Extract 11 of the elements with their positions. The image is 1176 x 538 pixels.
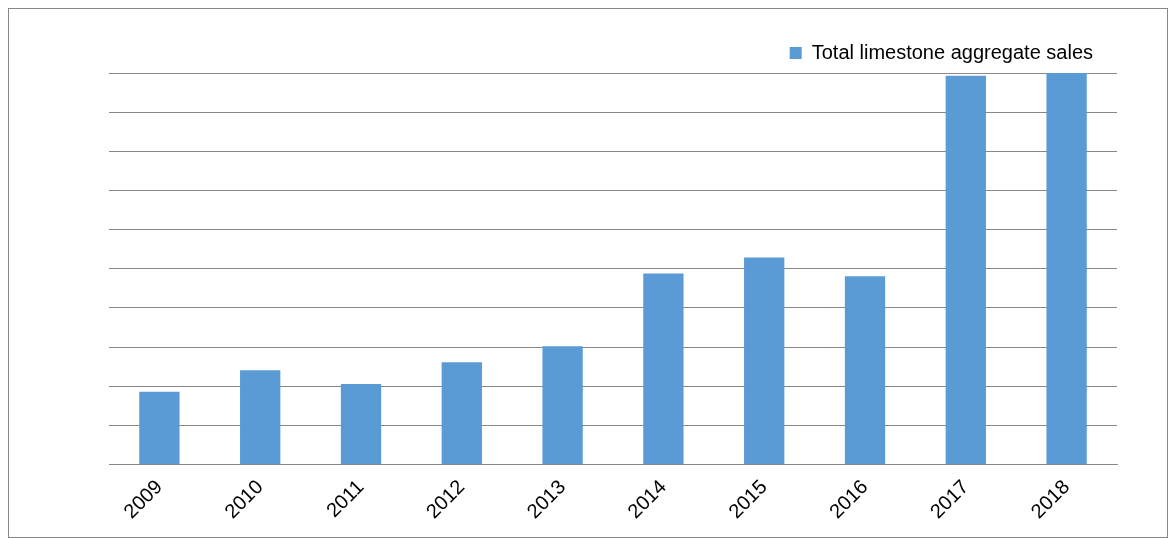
bar xyxy=(643,273,684,465)
bar xyxy=(844,276,886,465)
bar xyxy=(340,383,382,465)
legend-label: Total limestone aggregate sales xyxy=(811,40,1093,63)
bar xyxy=(441,362,482,465)
bar xyxy=(945,75,986,465)
bar xyxy=(240,370,281,465)
bar xyxy=(139,391,180,465)
bar xyxy=(744,257,785,465)
bar xyxy=(1046,73,1087,465)
bar xyxy=(542,346,583,465)
